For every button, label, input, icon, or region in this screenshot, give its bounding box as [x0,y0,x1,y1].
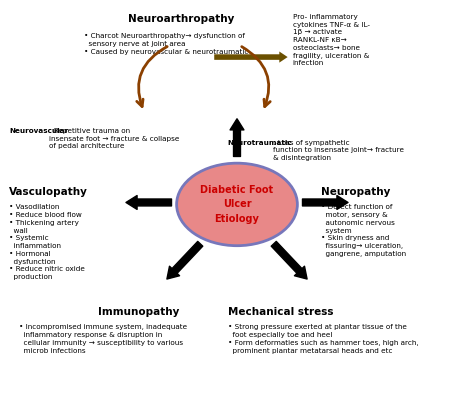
Text: Diabetic Foot
Ulcer
Etiology: Diabetic Foot Ulcer Etiology [201,184,273,224]
Text: • Charcot Neuroarthropathy→ dysfunction of
  sensory nerve at joint area
• Cause: • Charcot Neuroarthropathy→ dysfunction … [84,34,248,55]
Text: • Strong pressure exerted at plantar tissue of the
  foot especially toe and hee: • Strong pressure exerted at plantar tis… [228,324,419,354]
Text: : Repetitive trauma on
insensate foot → fracture & collapse
of pedal architectur: : Repetitive trauma on insensate foot → … [49,128,179,149]
Ellipse shape [177,163,297,246]
Text: Neuropathy: Neuropathy [320,187,390,197]
Text: Pro- inflammatory
cytokines TNF-α & IL-
1β → activate
RANKL-NF κB→
osteoclasts→ : Pro- inflammatory cytokines TNF-α & IL- … [293,14,370,66]
Text: Vasculopathy: Vasculopathy [9,187,88,197]
Text: Neuroarthropathy: Neuroarthropathy [128,14,235,24]
FancyArrowPatch shape [271,241,307,279]
Text: • Defect function of
  motor, sensory &
  autonomic nervous
  system
• Skin dryn: • Defect function of motor, sensory & au… [320,205,406,257]
FancyArrowPatch shape [230,119,244,156]
Text: Immunopathy: Immunopathy [98,307,179,317]
FancyArrowPatch shape [302,196,348,209]
Text: • Vasodilation
• Reduce blood flow
• Thickening artery
  wall
• Systemic
  infla: • Vasodilation • Reduce blood flow • Thi… [9,205,85,280]
Text: Neurovascular: Neurovascular [9,128,69,134]
FancyArrowPatch shape [126,196,172,209]
Text: : Loss of sympathetic
function to insensate joint→ fracture
& disintegration: : Loss of sympathetic function to insens… [273,140,404,161]
Text: • Incompromised immune system, inadequate
  inflammatory response & disruption i: • Incompromised immune system, inadequat… [18,324,187,354]
Text: Neurotraumatic: Neurotraumatic [228,140,292,146]
Text: Mechanical stress: Mechanical stress [228,307,333,317]
FancyArrowPatch shape [167,241,203,279]
